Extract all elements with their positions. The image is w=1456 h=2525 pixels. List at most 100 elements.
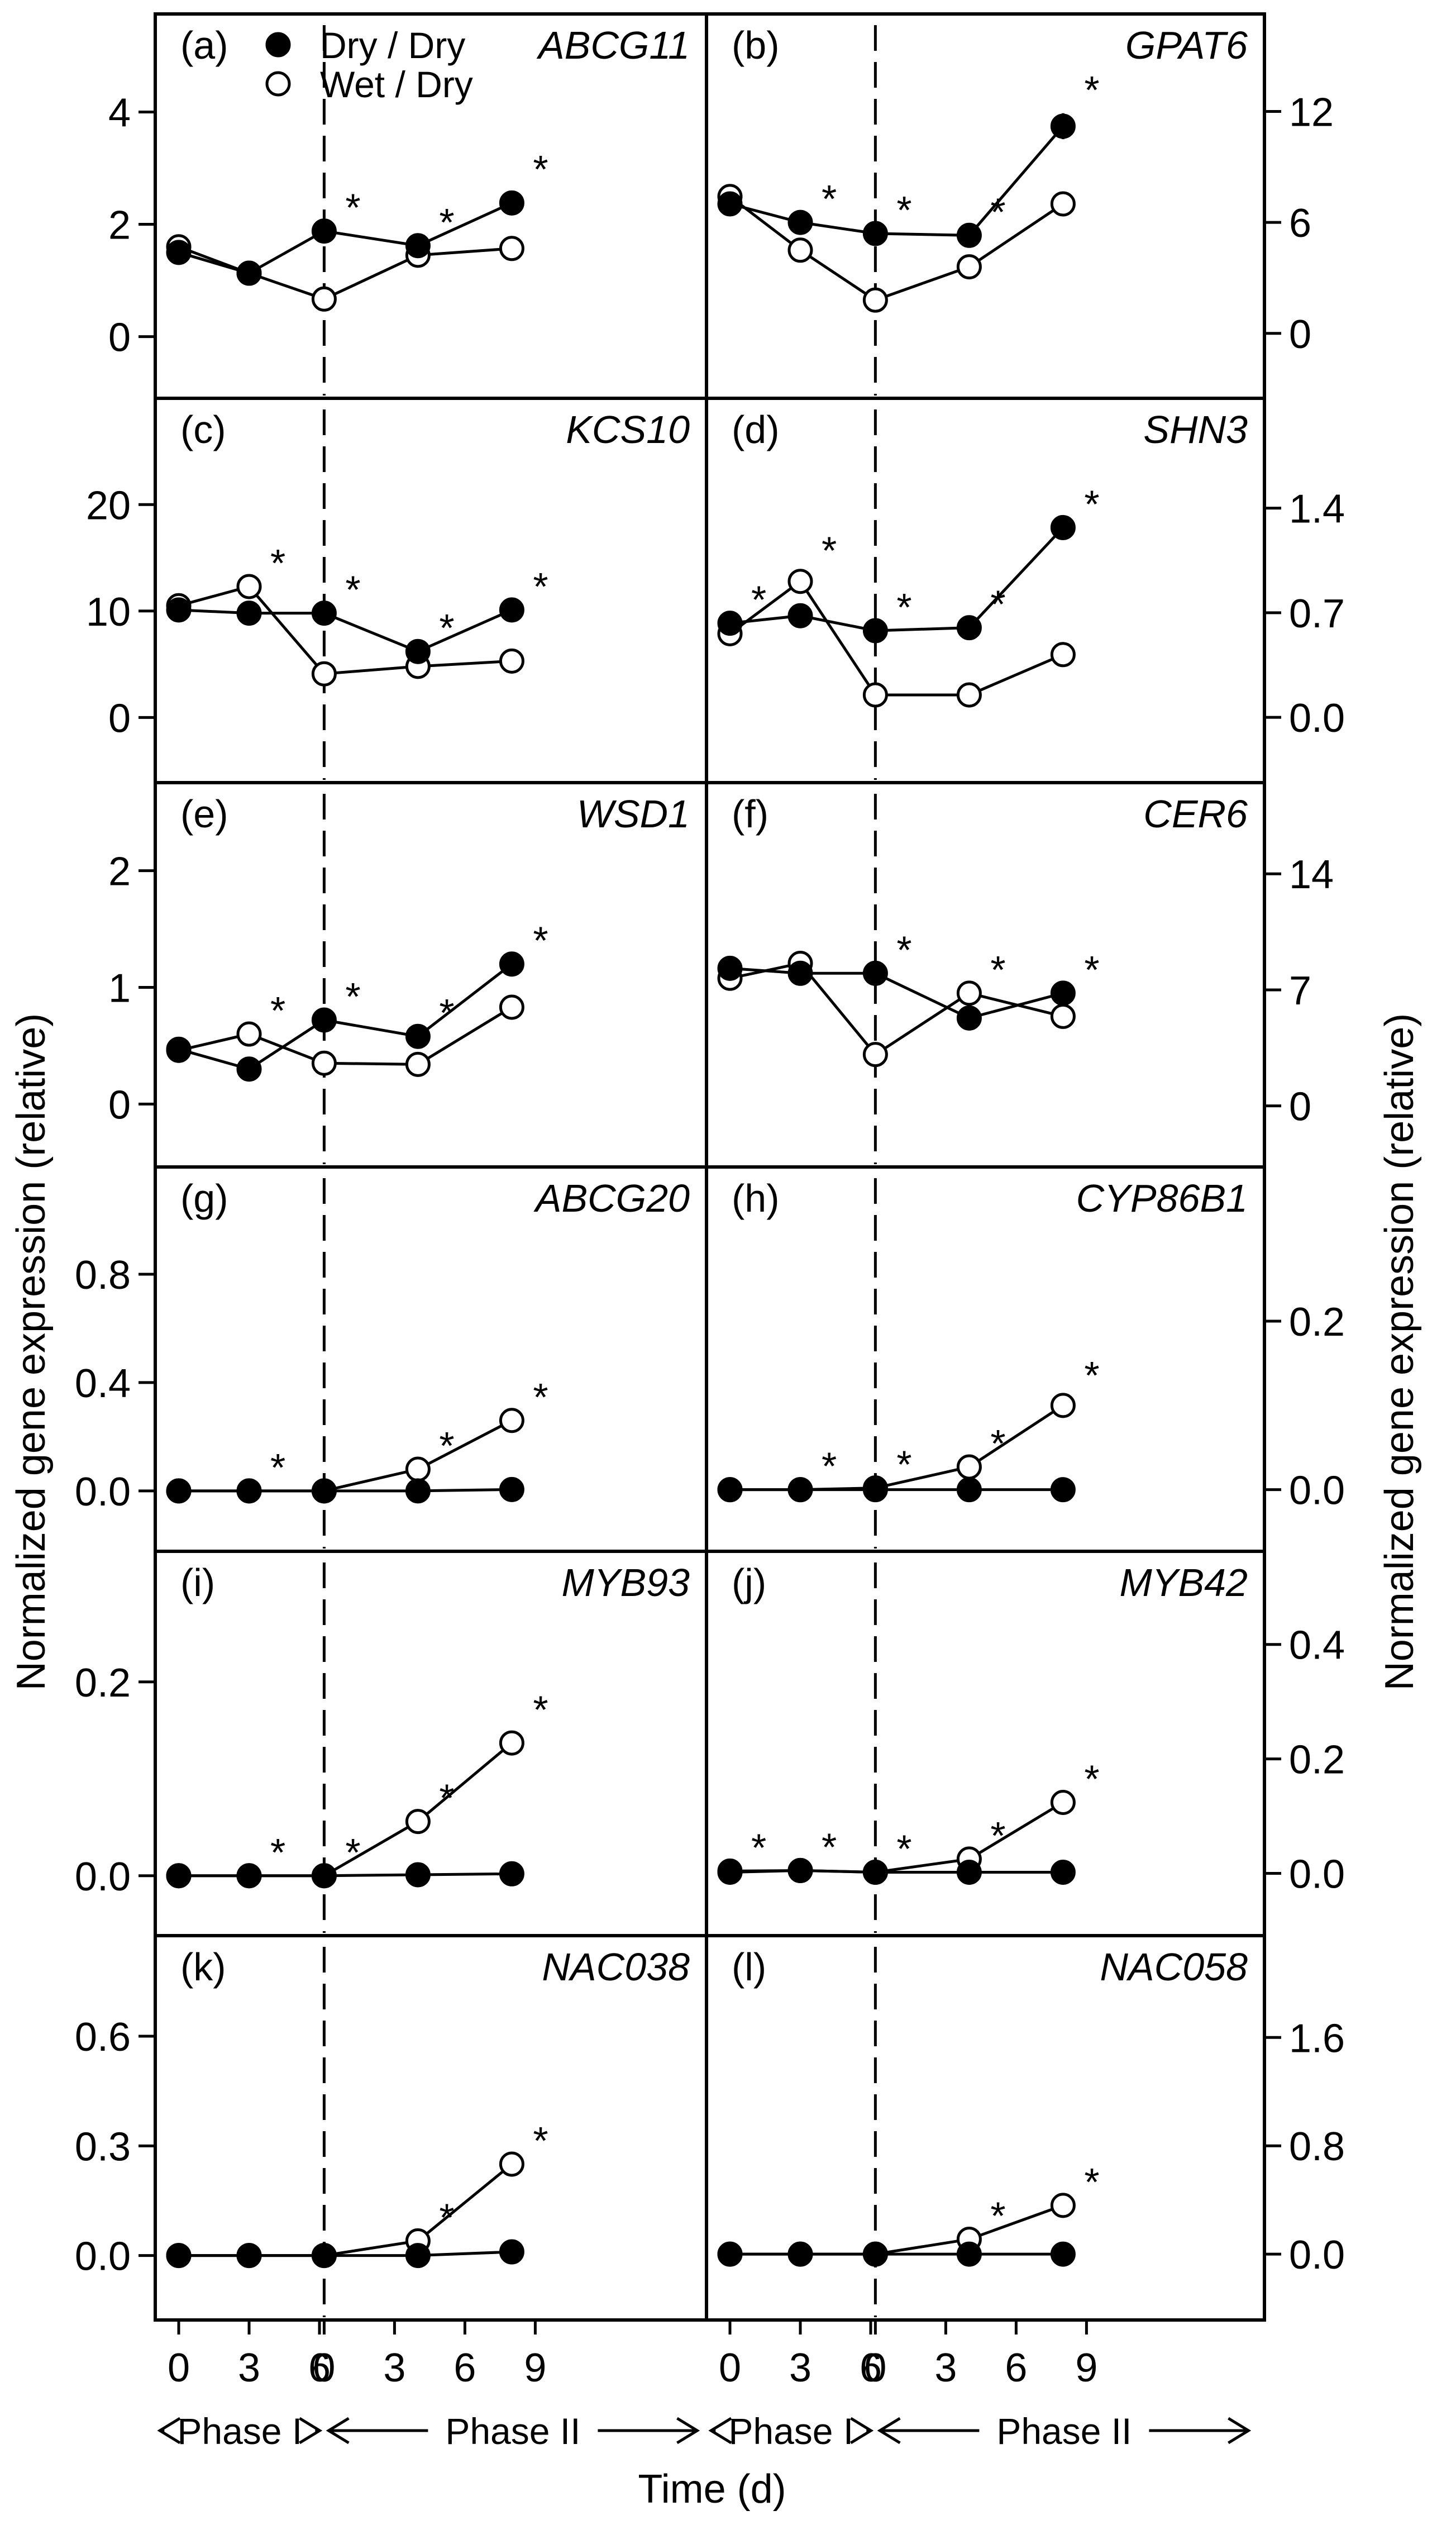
x-tick-label: 6 bbox=[860, 2346, 882, 2390]
phase-label: Phase I bbox=[728, 2410, 853, 2452]
panel-d: 0.0 0.7 1.4 (d) SHN3 * * * * * bbox=[705, 397, 1345, 784]
significance-asterisk: * bbox=[439, 991, 454, 1035]
x-tick-label: 0 bbox=[168, 2346, 190, 2390]
data-point-dry-dry bbox=[956, 222, 982, 248]
significance-asterisk: * bbox=[822, 177, 837, 221]
y-tick-label: 0.0 bbox=[1289, 1469, 1345, 1513]
significance-asterisk: * bbox=[896, 585, 911, 629]
data-point-wet-dry bbox=[1050, 191, 1076, 217]
phase-label: Phase I bbox=[177, 2410, 302, 2452]
data-point-dry-dry bbox=[499, 597, 524, 623]
data-point-wet-dry bbox=[1050, 642, 1076, 668]
x-tick-label: 6 bbox=[453, 2346, 476, 2390]
y-tick-label: 6 bbox=[1289, 201, 1311, 246]
y-tick-label: 0 bbox=[1289, 1085, 1311, 1130]
data-point-dry-dry bbox=[787, 1857, 813, 1883]
data-point-dry-dry bbox=[166, 1478, 192, 1504]
gene-name: NAC038 bbox=[542, 1945, 690, 1989]
phase-arrow: Phase II bbox=[326, 2410, 700, 2452]
significance-asterisk: * bbox=[822, 1825, 837, 1869]
data-point-wet-dry bbox=[1050, 1393, 1076, 1418]
data-point-dry-dry bbox=[1050, 113, 1076, 139]
significance-asterisk: * bbox=[1084, 482, 1099, 526]
significance-asterisk: * bbox=[1084, 948, 1099, 992]
y-tick-label: 2 bbox=[108, 203, 131, 248]
data-point-dry-dry bbox=[499, 190, 524, 216]
y-tick-label: 1 bbox=[108, 966, 131, 1011]
y-tick-label: 0.4 bbox=[1289, 1623, 1345, 1668]
significance-asterisk: * bbox=[896, 928, 911, 971]
data-point-wet-dry bbox=[862, 287, 888, 313]
panel-letter: (l) bbox=[732, 1945, 766, 1989]
data-point-dry-dry bbox=[166, 2243, 192, 2269]
significance-asterisk: * bbox=[533, 565, 548, 608]
significance-asterisk: * bbox=[990, 2194, 1005, 2237]
data-point-dry-dry bbox=[1050, 2241, 1076, 2267]
panel-c: 0 10 20 (c) KCS10 * * * * bbox=[86, 397, 708, 784]
panel-letter: (g) bbox=[180, 1176, 228, 1220]
data-point-wet-dry bbox=[405, 1051, 431, 1077]
data-point-dry-dry bbox=[956, 2241, 982, 2267]
significance-asterisk: * bbox=[345, 975, 360, 1018]
series-line-dry-dry bbox=[729, 966, 1064, 1020]
data-point-wet-dry bbox=[311, 286, 337, 312]
data-point-dry-dry bbox=[405, 639, 431, 664]
y-tick-label: 0 bbox=[1289, 312, 1311, 357]
data-point-dry-dry bbox=[311, 1863, 337, 1889]
panel-frame bbox=[705, 12, 1266, 400]
series-line-dry-dry bbox=[179, 1488, 512, 1493]
data-point-dry-dry bbox=[236, 1478, 262, 1504]
x-axis-layer: 0 3 60 3 6 9 0 3 60 3 6 9 bbox=[168, 2320, 1097, 2390]
x-axis-label: Time (d) bbox=[638, 2467, 786, 2512]
data-point-wet-dry bbox=[956, 980, 982, 1006]
data-point-dry-dry bbox=[787, 209, 813, 235]
data-point-dry-dry bbox=[311, 218, 337, 244]
x-tick-label: 3 bbox=[934, 2346, 957, 2390]
x-tick-label: 0 bbox=[719, 2346, 741, 2390]
gene-name: GPAT6 bbox=[1125, 23, 1248, 67]
significance-asterisk: * bbox=[1084, 1354, 1099, 1397]
significance-asterisk: * bbox=[822, 1445, 837, 1488]
significance-asterisk: * bbox=[345, 1831, 360, 1874]
significance-asterisk: * bbox=[439, 201, 454, 244]
data-point-dry-dry bbox=[717, 191, 743, 217]
data-point-dry-dry bbox=[1050, 980, 1076, 1006]
panel-k: 0.0 0.3 0.6 (k) NAC038 * * bbox=[75, 1934, 708, 2322]
data-point-dry-dry bbox=[1050, 514, 1076, 540]
x-tick-label: 9 bbox=[524, 2346, 546, 2390]
significance-asterisk: * bbox=[439, 1776, 454, 1820]
data-point-wet-dry bbox=[499, 1408, 524, 1433]
data-point-dry-dry bbox=[405, 2243, 431, 2269]
arrow-head-left bbox=[708, 2417, 732, 2445]
y-tick-label: 0.0 bbox=[1289, 696, 1345, 741]
arrow-head-left bbox=[157, 2417, 181, 2445]
panel-letter: (b) bbox=[732, 23, 780, 67]
legend-label-wet-dry: Wet / Dry bbox=[320, 64, 473, 105]
y-tick-label: 7 bbox=[1289, 969, 1311, 1013]
panel-frame bbox=[154, 781, 708, 1169]
significance-asterisk: * bbox=[439, 2195, 454, 2239]
significance-asterisk: * bbox=[533, 1688, 548, 1732]
y-axis-label-left: Normalized gene expression (relative) bbox=[9, 1013, 54, 1691]
x-tick-label: 0 bbox=[313, 2346, 335, 2390]
arrow-head-left bbox=[326, 2417, 350, 2445]
data-point-wet-dry bbox=[405, 1456, 431, 1482]
series-line-wet-dry bbox=[178, 245, 512, 301]
significance-asterisk: * bbox=[439, 1424, 454, 1468]
data-point-dry-dry bbox=[862, 1477, 888, 1503]
y-tick-label: 0.2 bbox=[1289, 1300, 1345, 1345]
data-point-wet-dry bbox=[956, 254, 982, 280]
y-tick-label: 0.7 bbox=[1289, 592, 1345, 636]
panel-letter: (d) bbox=[732, 408, 780, 451]
data-point-wet-dry bbox=[236, 1021, 262, 1047]
data-point-dry-dry bbox=[1050, 1477, 1076, 1503]
series-line-wet-dry bbox=[179, 2163, 513, 2257]
data-point-dry-dry bbox=[717, 1858, 743, 1884]
data-point-wet-dry bbox=[787, 569, 813, 594]
y-tick-label: 0.0 bbox=[1289, 2233, 1345, 2278]
x-tick-label: 9 bbox=[1075, 2346, 1097, 2390]
significance-asterisk: * bbox=[1084, 1757, 1099, 1800]
gene-name: ABCG20 bbox=[533, 1176, 690, 1220]
data-point-dry-dry bbox=[499, 2239, 524, 2265]
phase-arrow: Phase I bbox=[157, 2410, 323, 2452]
